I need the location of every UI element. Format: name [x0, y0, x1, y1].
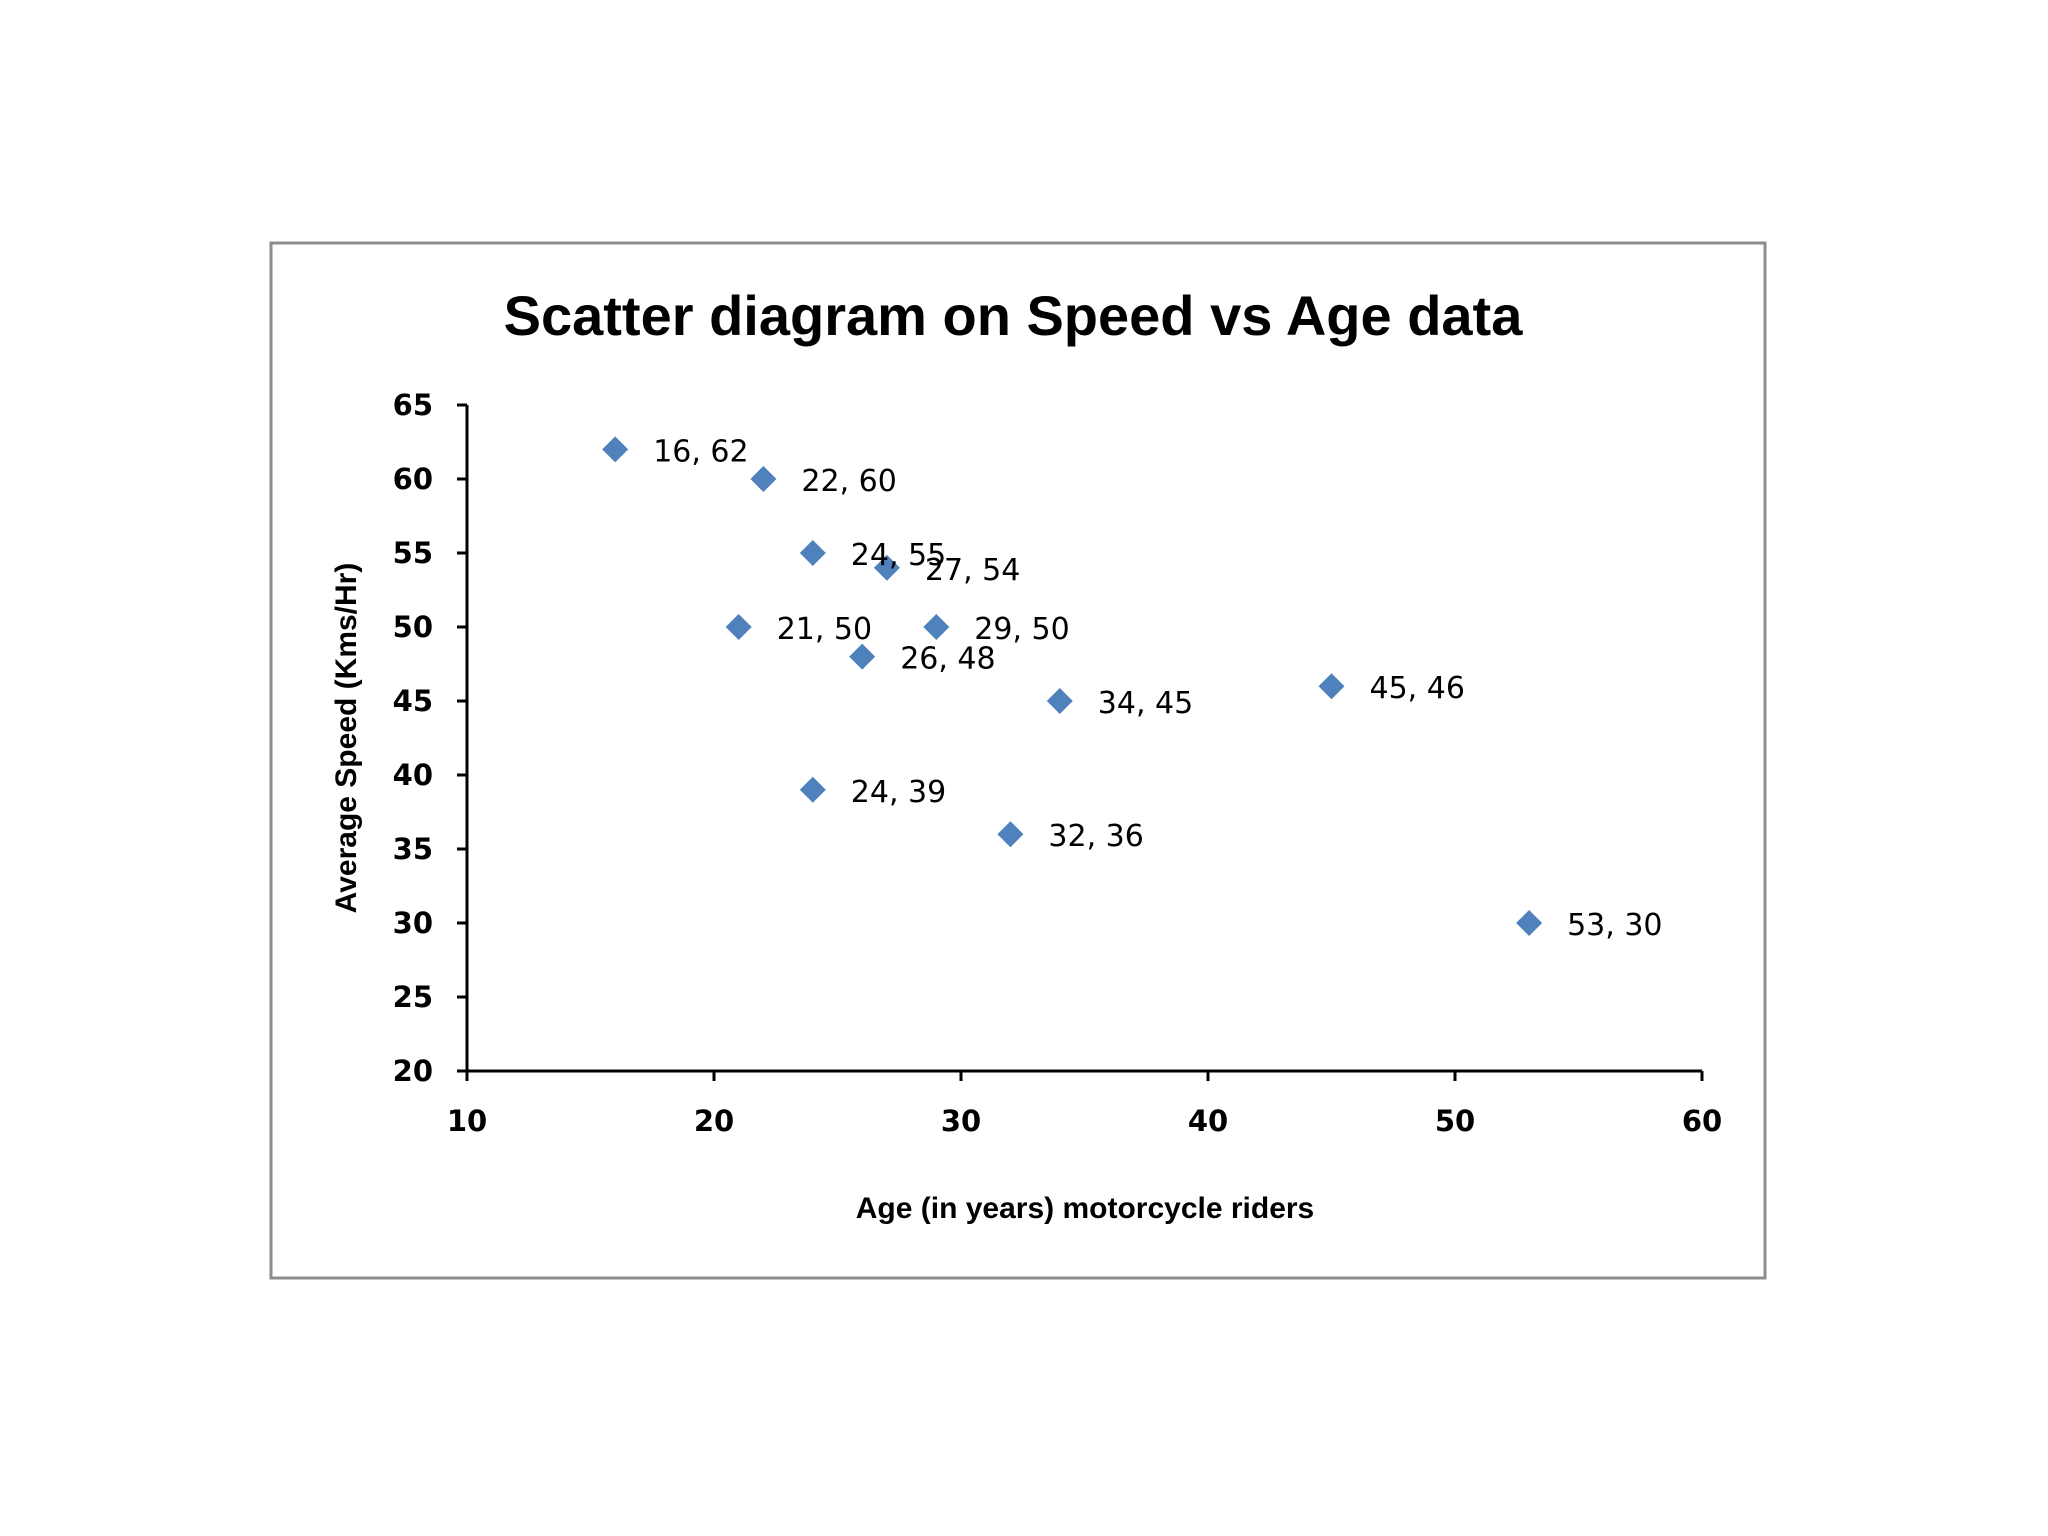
- data-point: [750, 466, 777, 492]
- data-points: [602, 436, 1543, 936]
- tick-labels: 20 25 30 35 40 45 50 55 60 65 10 20 30 40 50 60: [393, 388, 1723, 1138]
- x-tick-label: 10: [447, 1104, 487, 1138]
- data-point: [849, 643, 876, 670]
- data-label: 21, 50: [777, 612, 872, 647]
- data-point: [873, 554, 900, 581]
- data-point: [725, 614, 752, 640]
- data-point: [602, 436, 629, 463]
- chart-frame: [269, 241, 1767, 1280]
- y-tick-label: 45: [393, 684, 433, 718]
- data-label: 24, 55: [851, 538, 946, 573]
- y-tick-label: 60: [393, 462, 433, 496]
- data-point: [799, 540, 826, 566]
- y-axis-title: Average Speed (Kms/Hr): [330, 563, 363, 914]
- x-tick-label: 50: [1435, 1104, 1475, 1138]
- x-tick-label: 20: [694, 1104, 734, 1138]
- data-point: [1516, 910, 1543, 936]
- data-point: [997, 821, 1024, 848]
- chart-title: Scatter diagram on Speed vs Age data: [504, 284, 1524, 347]
- data-label: 29, 50: [974, 612, 1069, 647]
- data-point: [799, 776, 826, 803]
- data-label: 27, 54: [925, 553, 1020, 588]
- y-tick-label: 25: [393, 980, 433, 1014]
- x-tick-label: 40: [1188, 1104, 1228, 1138]
- y-tick-label: 55: [393, 536, 433, 570]
- data-point: [923, 614, 950, 640]
- y-tick-label: 65: [393, 388, 433, 422]
- data-label: 24, 39: [851, 775, 946, 810]
- y-tick-label: 20: [393, 1054, 433, 1088]
- data-label: 34, 45: [1098, 686, 1193, 721]
- data-label: 16, 62: [653, 434, 748, 469]
- y-tick-label: 40: [393, 758, 433, 792]
- data-label: 22, 60: [801, 464, 896, 499]
- x-axis-title: Age (in years) motorcycle riders: [856, 1192, 1315, 1225]
- x-tick-label: 30: [941, 1104, 981, 1138]
- data-point: [1046, 688, 1073, 714]
- data-label: 26, 48: [900, 642, 995, 677]
- data-label: 53, 30: [1567, 908, 1662, 943]
- data-label: 32, 36: [1048, 819, 1143, 854]
- y-tick-label: 50: [393, 610, 433, 644]
- data-point: [1318, 673, 1345, 700]
- y-tick-label: 35: [393, 832, 433, 866]
- x-tick-label: 60: [1682, 1104, 1722, 1138]
- y-tick-label: 30: [393, 906, 433, 940]
- data-label: 45, 46: [1370, 671, 1465, 706]
- axes: [457, 403, 1704, 1081]
